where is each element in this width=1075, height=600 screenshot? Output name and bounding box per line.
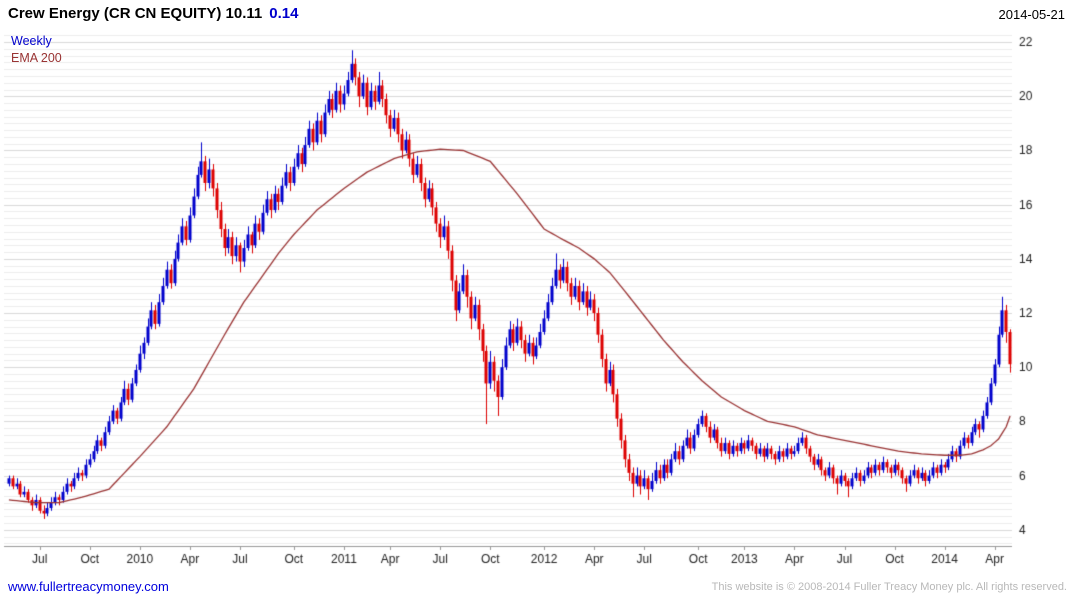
footer: www.fullertreacymoney.com This website i… [0,573,1075,600]
chart-date: 2014-05-21 [998,7,1066,22]
chart-header: Crew Energy (CR CN EQUITY) 10.11 0.14 201… [0,0,1075,28]
price-chart[interactable] [0,28,1075,573]
footer-link[interactable]: www.fullertreacymoney.com [8,579,169,594]
price-change: 0.14 [269,5,299,22]
instrument-and-price: Crew Energy (CR CN EQUITY) 10.11 [8,5,263,22]
page-title: Crew Energy (CR CN EQUITY) 10.11 0.14 [8,5,298,22]
copyright-text: This website is © 2008-2014 Fuller Treac… [711,580,1067,593]
